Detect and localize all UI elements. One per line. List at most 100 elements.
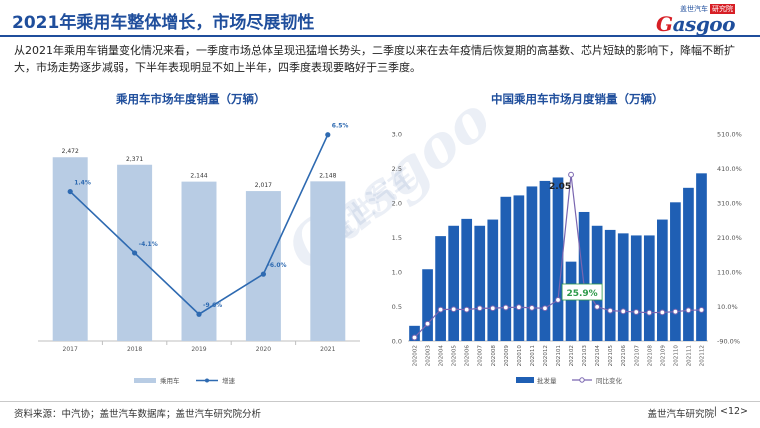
month-bar-202112	[696, 173, 707, 341]
monthly-chart-title: 中国乘用车市场月度销量（万辆）	[491, 92, 664, 106]
y2-tick-3: 210.0%	[717, 234, 742, 242]
bar-2021	[310, 181, 346, 341]
annual-sales-chart: 2,472 2017 2,371 2018 2,144 2019 2,017 2020 2,14…	[38, 123, 360, 385]
month-tick-202012: 202012	[543, 345, 549, 366]
bar-label-2021: 2,148	[319, 172, 336, 179]
yoy-point-202007	[476, 305, 483, 312]
annotation-205: 2.05	[549, 182, 571, 192]
yoy-point-202002	[411, 334, 418, 341]
y-tick-0: 0.0	[392, 338, 402, 346]
growth-label-2017: 1.4%	[74, 180, 91, 187]
month-tick-202104: 202104	[595, 345, 601, 367]
month-tick-202002: 202002	[413, 345, 419, 366]
month-tick-202004: 202004	[439, 345, 445, 367]
logo-wordmark: Gasgoo	[656, 12, 735, 36]
tick-label-2021: 2021	[320, 346, 335, 353]
growth-point-2017	[67, 188, 73, 195]
month-bar-202009	[500, 196, 512, 341]
tick-label-2017: 2017	[63, 346, 78, 353]
month-bar-202104	[591, 225, 603, 341]
yoy-point-202106	[620, 308, 627, 315]
month-tick-202107: 202107	[634, 345, 640, 367]
y-tick-2: 1.0	[392, 269, 402, 277]
logo-wordmark-g: G	[656, 12, 673, 36]
y2-tick-4: 310.0%	[717, 200, 742, 208]
month-tick-202102: 202102	[569, 345, 575, 366]
growth-point-2021	[325, 132, 331, 138]
growth-label-2021: 6.5%	[332, 123, 349, 130]
yoy-point-202011	[529, 304, 535, 311]
month-bar-202103	[578, 211, 590, 341]
month-tick-202011: 202011	[530, 345, 536, 367]
y2-tick-2: 110.0%	[717, 269, 742, 277]
monthly-sales-chart: 0.0 0.5 1.0 1.5 2.0 2.5 3.0 -90.0% 10.0% 110.0% 21…	[392, 131, 742, 386]
annotation-259: 25.9%	[566, 289, 597, 299]
month-tick-202101: 202101	[556, 345, 562, 367]
annotation-box-259	[561, 283, 603, 301]
y-tick-4: 2.0	[392, 200, 402, 208]
footer-source: 资料来源：中汽协；盖世汽车数据库；盖世汽车研究院分析	[14, 409, 262, 420]
month-bar-202105	[604, 229, 616, 341]
yoy-point-202110	[672, 308, 679, 315]
month-tick-202008: 202008	[491, 345, 497, 367]
bar-2020	[245, 191, 281, 341]
page-number: | <12>	[713, 406, 748, 417]
yoy-point-202006	[463, 306, 470, 313]
month-tick-202005: 202005	[452, 345, 458, 367]
y2-tick-6: 510.0%	[717, 131, 742, 139]
month-tick-202112: 202112	[699, 345, 705, 366]
growth-point-2019	[196, 311, 202, 317]
footer-org: 盖世汽车研究院	[647, 409, 714, 420]
growth-label-2019: -9.6%	[203, 302, 222, 309]
y2-tick-1: 10.0%	[717, 303, 738, 311]
month-tick-202010: 202010	[517, 345, 523, 367]
yoy-point-202104	[594, 303, 601, 310]
y-tick-3: 1.5	[392, 234, 402, 242]
footer-divider	[0, 401, 760, 402]
yoy-point-202012	[542, 305, 548, 312]
month-bar-202002	[409, 325, 420, 341]
month-bar-202011	[526, 186, 538, 341]
month-bar-202109	[657, 219, 668, 341]
tick-label-2019: 2019	[191, 346, 206, 353]
yoy-point-202102	[568, 171, 574, 178]
legend-swatch-cars	[134, 378, 156, 383]
month-tick-202106: 202106	[621, 345, 627, 367]
y2-tick-5: 410.0%	[717, 165, 742, 173]
slide-title: 2021年乘用车整体增长，市场尽展韧性	[12, 13, 315, 33]
annual-chart-title: 乘用车市场年度销量（万辆）	[116, 92, 266, 106]
month-bar-202007	[474, 225, 486, 341]
month-bar-202111	[683, 187, 694, 341]
gasgoo-logo: 盖世汽车 研究院 Gasgoo	[650, 4, 750, 36]
growth-point-2018	[132, 250, 138, 256]
legend-label-growth: 增速	[222, 376, 236, 385]
yoy-point-202009	[502, 304, 509, 311]
yoy-point-202107	[633, 309, 640, 315]
tick-label-2018: 2018	[127, 346, 142, 353]
month-bar-202003	[422, 269, 433, 341]
month-bar-202101	[552, 177, 564, 341]
month-tick-202108: 202108	[647, 345, 653, 367]
yoy-point-202010	[515, 304, 522, 311]
month-bar-202107	[630, 235, 642, 341]
bar-2017	[52, 157, 88, 341]
legend-marker-yoy	[579, 377, 585, 383]
bar-label-2017: 2,472	[62, 148, 79, 155]
month-tick-202105: 202105	[608, 345, 614, 367]
month-bar-202010	[513, 195, 525, 341]
yoy-point-202109	[659, 309, 666, 316]
yoy-point-202108	[646, 309, 653, 316]
legend-swatch-wholesale	[516, 377, 534, 383]
growth-label-2018: -4.1%	[139, 241, 158, 248]
growth-point-2020	[260, 271, 266, 277]
y-tick-1: 0.5	[392, 303, 402, 311]
month-tick-202009: 202009	[504, 345, 510, 367]
tick-label-2020: 2020	[256, 346, 271, 353]
month-bar-202106	[617, 233, 629, 341]
yoy-point-202101	[555, 297, 561, 303]
yoy-point-202003	[424, 320, 431, 327]
summary-text: 从2021年乘用车销量变化情况来看，一季度市场总体呈现迅猛增长势头，二季度以来在…	[14, 44, 735, 74]
title-divider	[0, 35, 760, 37]
y2-tick-0: -90.0%	[717, 338, 740, 346]
month-bar-202006	[461, 218, 473, 341]
